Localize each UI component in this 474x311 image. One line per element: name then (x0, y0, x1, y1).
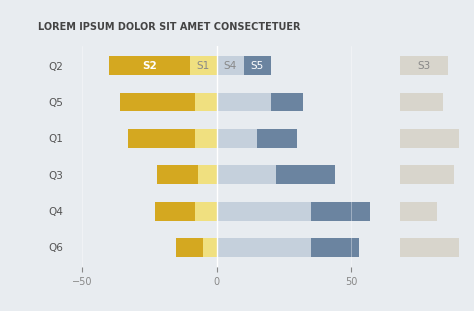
Bar (400, 56, 448, 75)
Bar (400, 92, 443, 111)
Bar (311, 238, 359, 257)
Text: S2: S2 (142, 61, 157, 71)
Bar (244, 56, 271, 75)
Bar (176, 238, 203, 257)
Bar (400, 129, 459, 148)
Bar (120, 92, 195, 111)
Bar (198, 165, 217, 184)
Bar (217, 92, 271, 111)
Bar (217, 56, 244, 75)
Bar (217, 202, 311, 220)
Text: S3: S3 (418, 61, 430, 71)
Text: S4: S4 (224, 61, 237, 71)
Bar (128, 129, 195, 148)
Bar (190, 56, 217, 75)
Text: S5: S5 (250, 61, 264, 71)
Bar (400, 238, 459, 257)
Bar (276, 165, 335, 184)
Bar (400, 165, 454, 184)
Bar (109, 56, 190, 75)
Bar (257, 129, 298, 148)
Bar (217, 238, 311, 257)
Bar (155, 202, 195, 220)
Bar (311, 202, 370, 220)
Text: LOREM IPSUM DOLOR SIT AMET CONSECTETUER: LOREM IPSUM DOLOR SIT AMET CONSECTETUER (38, 22, 301, 32)
Bar (195, 202, 217, 220)
Bar (195, 92, 217, 111)
Bar (217, 165, 276, 184)
Bar (217, 129, 257, 148)
Text: S1: S1 (197, 61, 210, 71)
Bar (400, 202, 438, 220)
Bar (195, 129, 217, 148)
Bar (203, 238, 217, 257)
Bar (157, 165, 198, 184)
Bar (271, 92, 303, 111)
